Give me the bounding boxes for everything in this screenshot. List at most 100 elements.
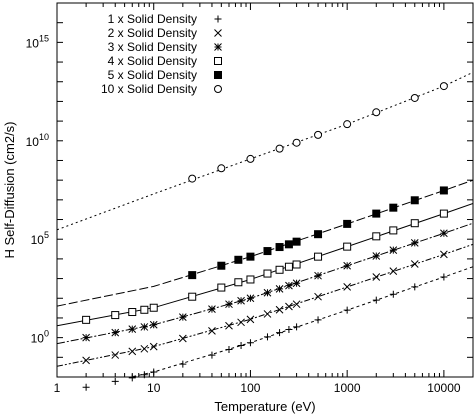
data-point bbox=[178, 334, 187, 343]
legend-marker bbox=[214, 29, 222, 37]
data-point bbox=[343, 242, 352, 251]
data-point bbox=[372, 296, 380, 304]
legend-marker bbox=[214, 43, 222, 51]
data-point bbox=[389, 226, 398, 235]
plot-frame bbox=[56, 2, 474, 378]
data-point bbox=[111, 311, 120, 320]
data-point bbox=[372, 108, 381, 117]
x-tick-label: 1000 bbox=[334, 381, 361, 395]
data-point bbox=[275, 265, 284, 274]
data-point bbox=[292, 260, 301, 269]
fit-curves bbox=[57, 71, 473, 377]
x-tick-label: 1 bbox=[54, 381, 61, 395]
data-point bbox=[440, 250, 448, 259]
data-point bbox=[208, 327, 216, 335]
legend-marker bbox=[214, 85, 222, 93]
data-point bbox=[292, 237, 301, 246]
data-point bbox=[439, 82, 448, 91]
data-point bbox=[82, 333, 90, 342]
data-point bbox=[149, 342, 158, 351]
series-5-x-solid-density bbox=[188, 186, 448, 280]
data-point bbox=[292, 279, 301, 288]
data-point bbox=[372, 252, 381, 260]
data-point bbox=[128, 308, 137, 317]
data-point bbox=[111, 377, 119, 385]
data-point bbox=[314, 130, 323, 139]
x-tick-label: 100 bbox=[240, 381, 260, 395]
legend-marker bbox=[214, 71, 222, 79]
data-point bbox=[275, 243, 284, 252]
data-point bbox=[372, 209, 381, 218]
data-point bbox=[314, 271, 322, 280]
data-point bbox=[225, 300, 233, 309]
data-point bbox=[225, 321, 233, 330]
data-point bbox=[275, 144, 284, 153]
data-point bbox=[188, 292, 197, 301]
series-4-x-solid-density bbox=[82, 209, 448, 324]
data-point bbox=[246, 339, 254, 347]
curve-5-x-solid-density bbox=[57, 179, 473, 307]
data-point bbox=[140, 344, 149, 353]
curve-4-x-solid-density bbox=[57, 203, 473, 327]
data-point bbox=[285, 302, 293, 311]
data-point bbox=[314, 316, 322, 324]
data-point bbox=[389, 290, 397, 298]
data-point bbox=[410, 196, 419, 205]
legend-label: 4 x Solid Density bbox=[108, 54, 197, 68]
data-point bbox=[410, 219, 419, 228]
series-2-x-solid-density bbox=[82, 250, 448, 365]
y-tick-label: 105 bbox=[31, 230, 49, 247]
data-point bbox=[410, 239, 419, 247]
data-point bbox=[439, 209, 448, 218]
data-point bbox=[314, 230, 323, 239]
series-10-x-solid-density bbox=[188, 82, 448, 183]
y-axis-label: H Self-Diffusion (cm2/s) bbox=[2, 121, 17, 258]
legend-label: 10 x Solid Density bbox=[101, 82, 197, 96]
curve-2-x-solid-density bbox=[57, 243, 473, 367]
data-point bbox=[246, 154, 255, 163]
x-tick-label: 10 bbox=[147, 381, 161, 395]
data-point bbox=[128, 347, 137, 356]
data-point bbox=[208, 351, 216, 359]
data-markers bbox=[82, 82, 448, 391]
legend-marker bbox=[214, 57, 222, 65]
legend-label: 5 x Solid Density bbox=[108, 68, 197, 82]
data-point bbox=[178, 313, 187, 321]
data-point bbox=[314, 252, 323, 261]
curve-3-x-solid-density bbox=[57, 222, 473, 345]
legend-label: 3 x Solid Density bbox=[108, 40, 197, 54]
data-point bbox=[128, 325, 137, 333]
data-point bbox=[343, 120, 352, 129]
data-point bbox=[275, 305, 284, 314]
data-point bbox=[140, 323, 149, 331]
data-point bbox=[246, 252, 255, 261]
data-point bbox=[111, 351, 120, 359]
data-point bbox=[389, 246, 398, 254]
data-point bbox=[225, 345, 233, 353]
data-point bbox=[217, 164, 226, 173]
data-point bbox=[284, 262, 293, 271]
data-point bbox=[217, 283, 226, 292]
data-point bbox=[276, 329, 284, 337]
data-point bbox=[275, 285, 284, 293]
data-point bbox=[440, 273, 448, 281]
data-point bbox=[284, 240, 293, 249]
data-point bbox=[237, 318, 245, 327]
data-point bbox=[263, 333, 271, 341]
data-point bbox=[285, 325, 293, 333]
data-point bbox=[246, 294, 255, 303]
data-point bbox=[293, 323, 301, 331]
data-point bbox=[208, 305, 216, 313]
data-point bbox=[410, 93, 419, 102]
data-point bbox=[439, 186, 448, 195]
data-point bbox=[140, 305, 149, 314]
data-point bbox=[111, 328, 120, 337]
legend-label: 2 x Solid Density bbox=[108, 26, 197, 40]
data-point bbox=[263, 288, 272, 297]
data-point bbox=[188, 271, 197, 280]
data-point bbox=[82, 356, 90, 365]
data-point bbox=[179, 360, 187, 368]
y-axis-ticks: 100 105 1010 1015 bbox=[26, 2, 473, 378]
data-point bbox=[82, 315, 91, 324]
